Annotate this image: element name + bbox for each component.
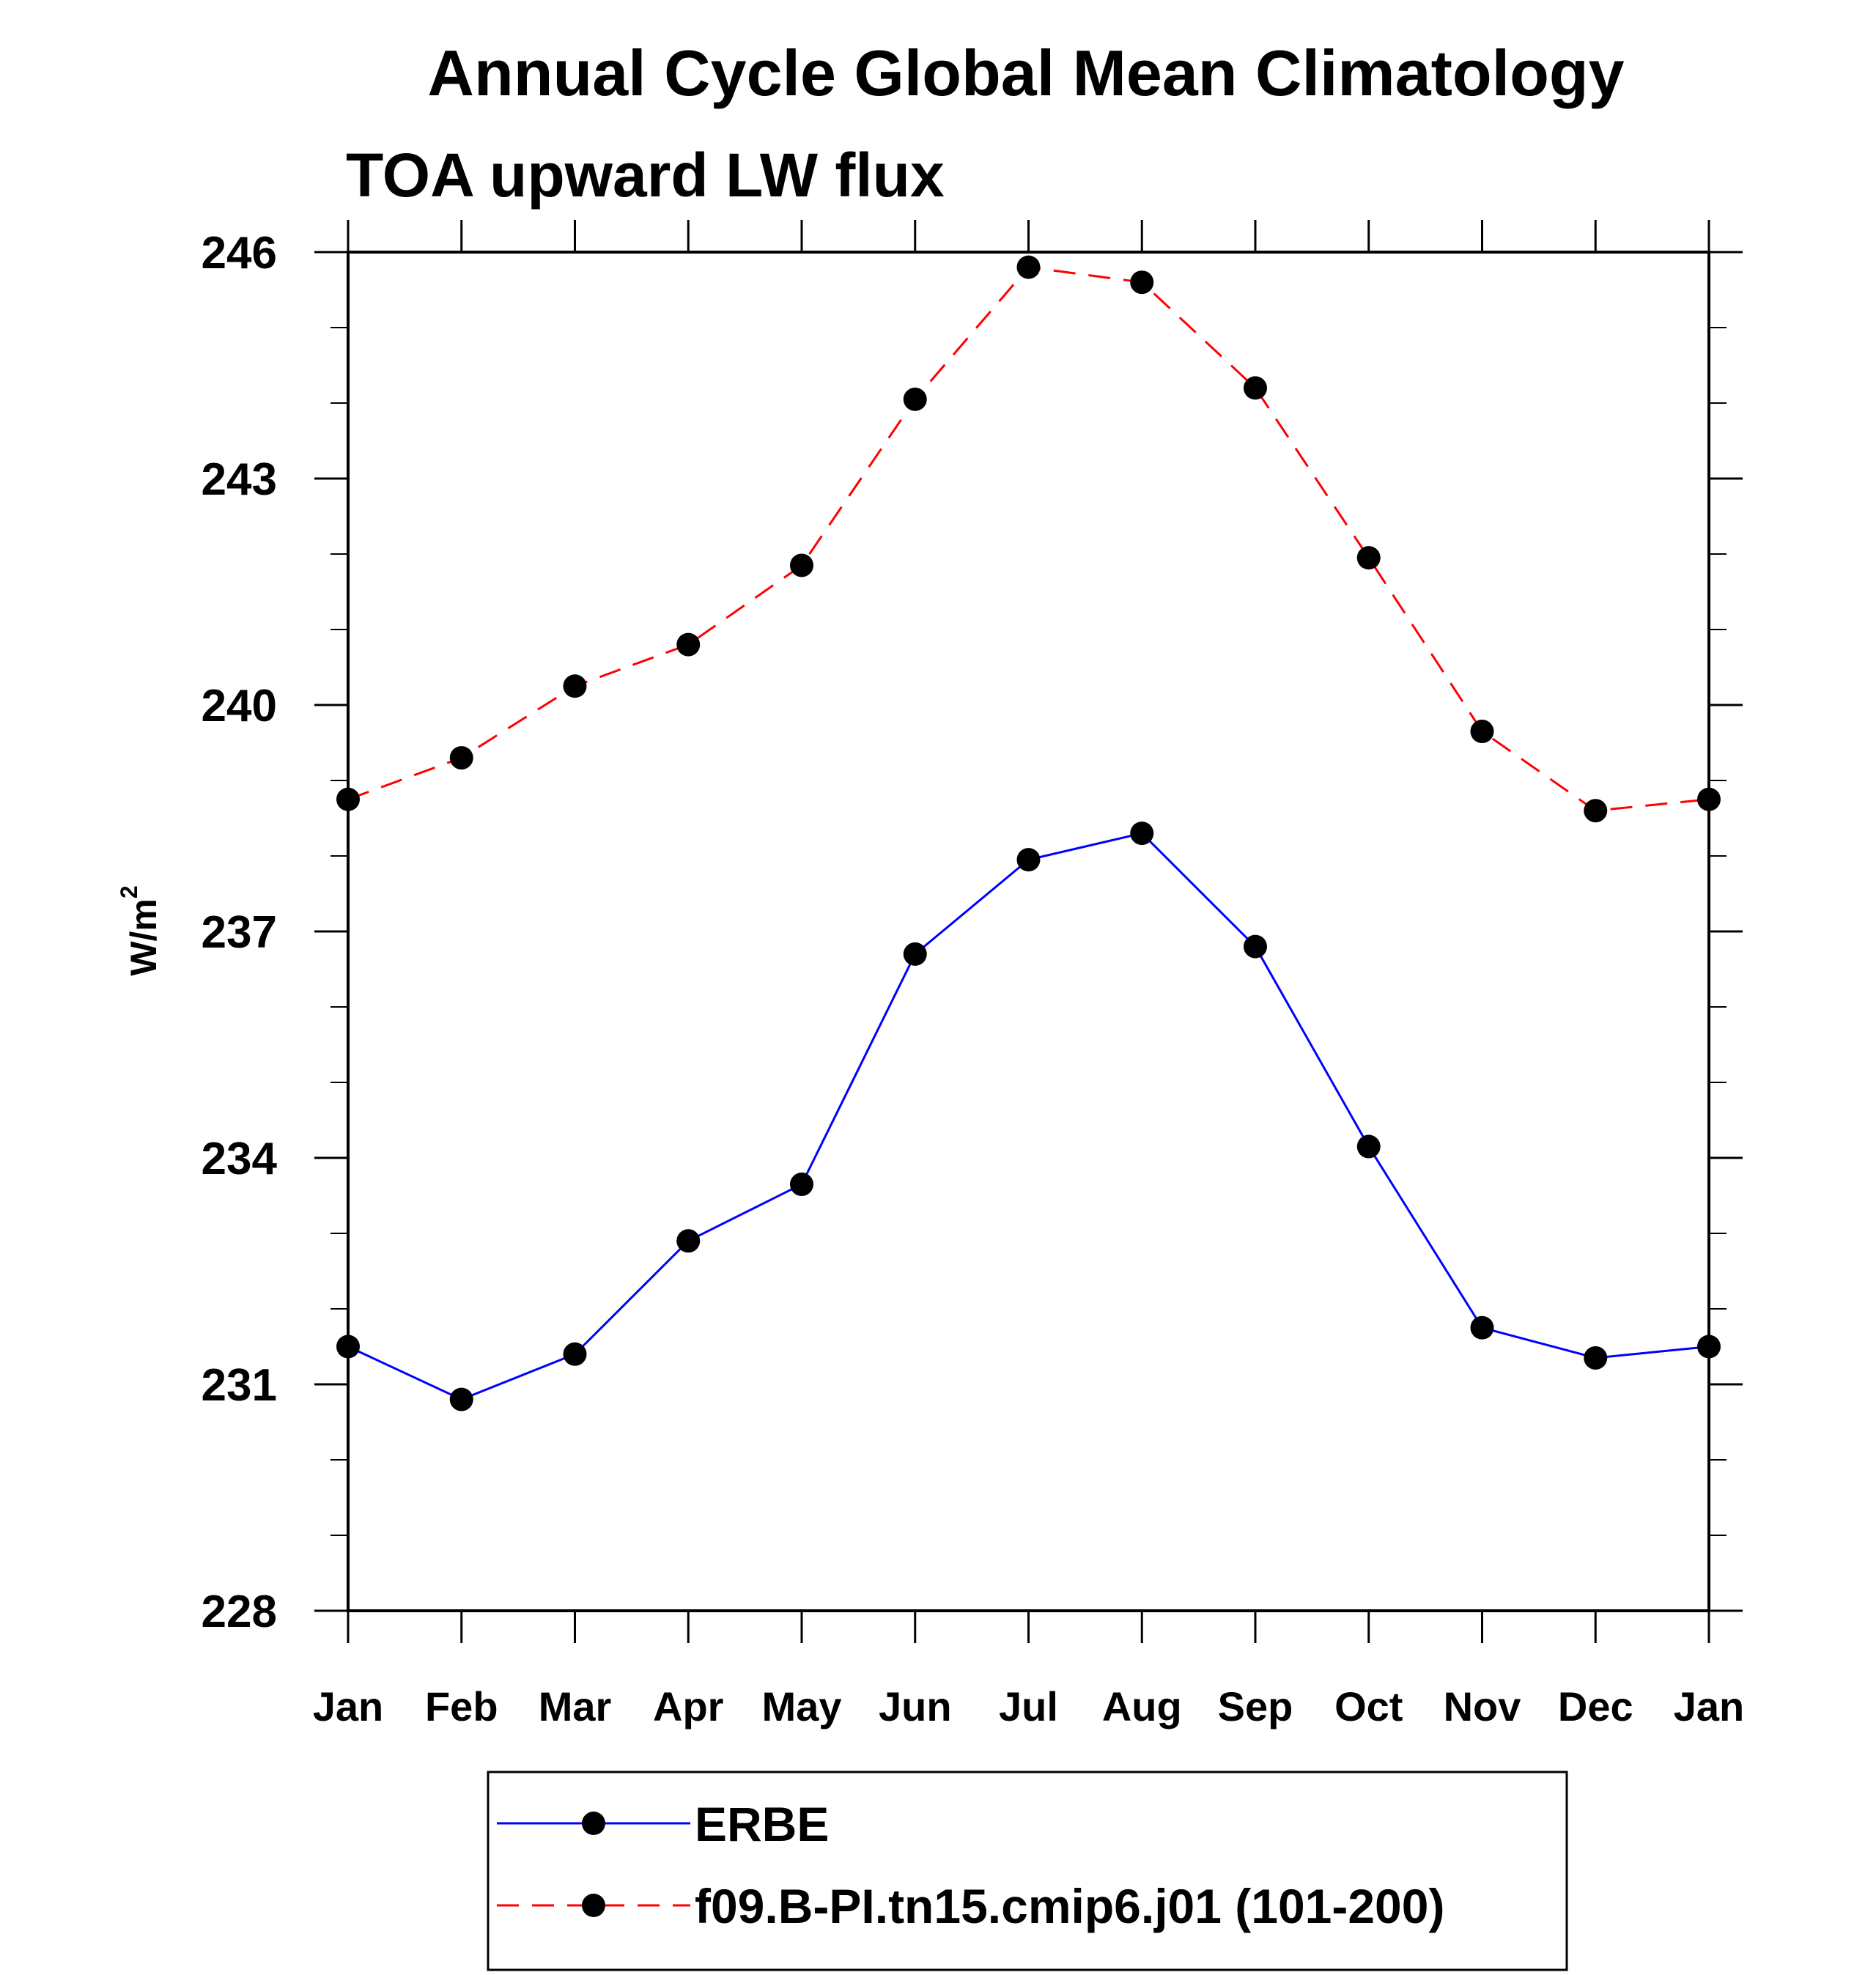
series-1-point	[903, 387, 927, 411]
series-0-point	[1016, 848, 1041, 872]
legend-marker-erbe	[582, 1812, 605, 1835]
series-0-point	[1697, 1334, 1721, 1359]
series-1-point	[790, 553, 813, 577]
series-1-point	[1356, 546, 1381, 570]
y-tick-label: 240	[202, 681, 277, 731]
tick-labels: Jan Feb Mar Apr May Jun Jul Aug Sep Oct Nov Dec Jan 2…	[202, 228, 1745, 1729]
svg-text:W/m2: W/m2	[116, 885, 164, 975]
legend-box	[487, 1771, 1568, 1971]
series-0-point	[563, 1342, 587, 1366]
legend-marker-model	[582, 1894, 605, 1917]
y-tick-label: 237	[202, 907, 277, 958]
legend: ERBE f09.B-PI.tn15.cmip6.j01 (101-200)	[487, 1771, 1568, 1971]
x-tick-label: Jan	[1674, 1683, 1745, 1729]
x-tick-label: Feb	[425, 1683, 498, 1729]
x-tick-label: May	[762, 1683, 842, 1729]
x-tick-label: Mar	[539, 1683, 612, 1729]
y-axis-label-text: W/m	[123, 898, 164, 976]
x-tick-label: Apr	[653, 1683, 723, 1729]
series-line-1	[347, 266, 1710, 812]
x-tick-label: Nov	[1444, 1683, 1521, 1729]
y-tick-label: 231	[202, 1360, 277, 1411]
series-0-point	[1130, 822, 1154, 846]
series-0-point	[1356, 1134, 1381, 1159]
series-0-point	[790, 1173, 813, 1197]
x-tick-label: Dec	[1558, 1683, 1633, 1729]
series-1-point	[1130, 270, 1154, 295]
series-0-point	[676, 1229, 701, 1253]
y-tick-label: 228	[202, 1587, 277, 1637]
axis-ticks	[314, 220, 1743, 1643]
y-tick-label: 234	[202, 1134, 278, 1184]
legend-label-model: f09.B-PI.tn15.cmip6.j01 (101-200)	[695, 1879, 1444, 1933]
series-0-point	[1584, 1345, 1608, 1370]
series-1-point	[563, 674, 587, 698]
x-tick-label: Jun	[879, 1683, 952, 1729]
series-0-point	[903, 942, 927, 966]
plot-area-frame	[347, 251, 1710, 1612]
series-0-point	[336, 1334, 360, 1359]
y-tick-label: 246	[202, 228, 277, 278]
series-1-point	[1470, 720, 1494, 744]
x-tick-label: Sep	[1218, 1683, 1293, 1729]
series-0-point	[1470, 1315, 1494, 1340]
chart-subtitle: TOA upward LW flux	[346, 141, 945, 210]
series-1-point	[1697, 787, 1721, 811]
y-tick-label: 243	[202, 454, 277, 505]
series-1-point	[1244, 376, 1267, 400]
legend-label-erbe: ERBE	[695, 1797, 829, 1851]
series-0-point	[1244, 934, 1267, 959]
y-axis-label-superscript: 2	[116, 885, 142, 898]
series-0-point	[449, 1387, 473, 1411]
x-tick-label: Jan	[313, 1683, 384, 1729]
x-tick-label: Aug	[1102, 1683, 1182, 1729]
series-1-point	[676, 632, 701, 657]
x-tick-label: Oct	[1334, 1683, 1403, 1729]
series-1-point	[1016, 255, 1041, 279]
chart-title: Annual Cycle Global Mean Climatology	[427, 37, 1624, 109]
series-1-point	[449, 746, 473, 770]
y-axis-label: W/m2	[116, 885, 164, 975]
series-line-0	[347, 832, 1710, 1401]
series-1-point	[1584, 799, 1608, 823]
x-tick-label: Jul	[999, 1683, 1058, 1729]
series-1-point	[336, 787, 360, 811]
series-layer	[336, 255, 1721, 1411]
